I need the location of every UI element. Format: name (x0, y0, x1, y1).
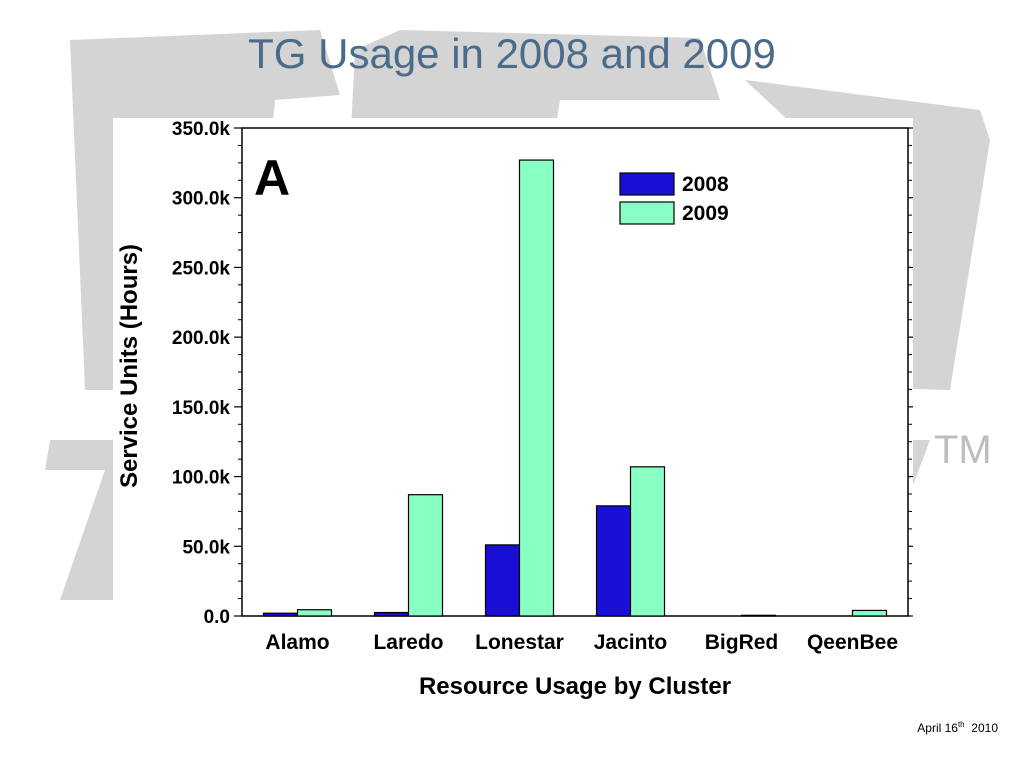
trademark-mark: TM (934, 428, 992, 472)
y-tick-label: 250.0k (172, 258, 231, 279)
footer-date: April 16th 2010 (917, 720, 998, 735)
x-axis-title: Resource Usage by Cluster (419, 673, 731, 700)
bar-2008-alamo (262, 612, 299, 617)
bar-2009-lonestar (518, 159, 555, 617)
y-tick-label: 200.0k (172, 328, 231, 349)
bar-2009-laredo (407, 494, 444, 617)
x-tick-label: Laredo (373, 631, 443, 654)
bar-chart: 0.0 50.0k 100.0k 150.0k 200.0k 250.0k 300.0k 35… (116, 119, 913, 700)
legend-label-2008: 2008 (682, 173, 729, 196)
bar-2009-bigred (740, 614, 777, 617)
y-tick-label: 0.0 (204, 607, 230, 628)
y-tick-label: 350.0k (172, 119, 231, 140)
legend-label-2009: 2009 (682, 202, 729, 225)
footer-date-prefix: April 16 (917, 721, 958, 735)
y-tick-label: 50.0k (182, 537, 230, 558)
panel-label: A (254, 150, 290, 206)
plot-frame (241, 127, 909, 617)
y-tick-label: 300.0k (172, 189, 231, 210)
bar-2008-laredo (373, 611, 410, 617)
x-tick-label: Lonestar (475, 631, 564, 654)
footer-date-suffix: 2010 (964, 721, 998, 735)
bar-2009-qeenbee (851, 609, 888, 617)
slide-title: TG Usage in 2008 and 2009 (248, 30, 776, 77)
x-tick-label: BigRed (705, 631, 779, 654)
bar-2009-alamo (296, 609, 333, 617)
x-tick-label: Jacinto (594, 631, 668, 654)
y-axis-title: Service Units (Hours) (116, 244, 143, 488)
x-tick-label: QeenBee (807, 631, 898, 654)
bar-2008-lonestar (484, 544, 521, 617)
y-tick-label: 150.0k (172, 398, 231, 419)
bar-2009-jacinto (629, 466, 666, 617)
bar-2008-jacinto (595, 505, 632, 617)
legend-swatch-2009 (619, 201, 675, 225)
legend-swatch-2008 (619, 172, 675, 196)
x-tick-label: Alamo (265, 631, 329, 654)
footer-date-sup: th (957, 720, 965, 729)
chart-panel: 0.0 50.0k 100.0k 150.0k 200.0k 250.0k 300.0k 35… (113, 118, 913, 710)
y-tick-label: 100.0k (172, 468, 231, 489)
